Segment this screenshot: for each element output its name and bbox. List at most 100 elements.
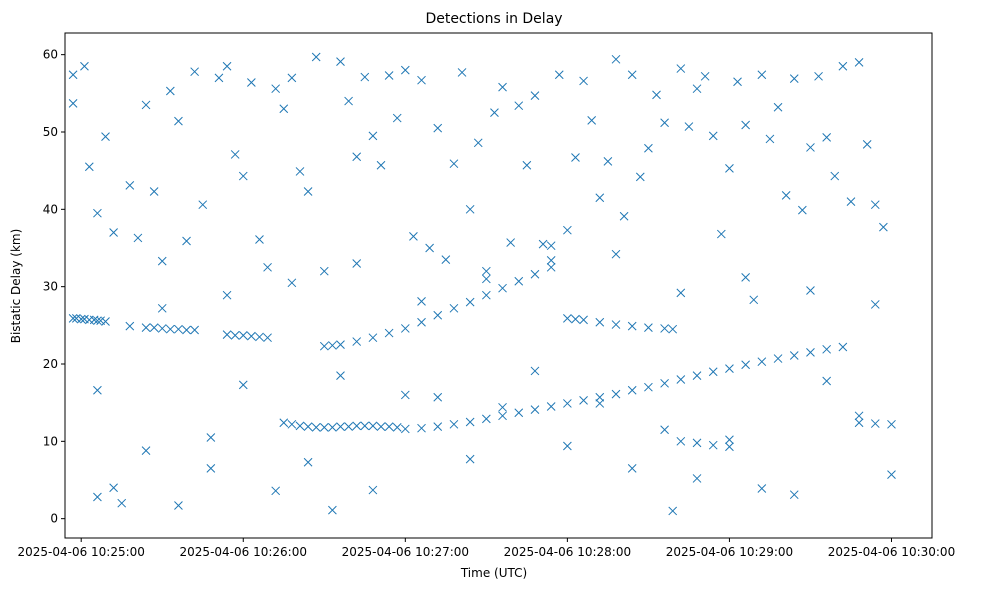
y-tick-label: 20 <box>43 357 58 371</box>
data-point-marker <box>822 133 832 142</box>
data-point-marker <box>870 300 880 309</box>
data-point-marker <box>530 91 540 100</box>
data-point-marker <box>117 498 127 508</box>
data-point-marker <box>611 54 621 64</box>
data-point-marker <box>84 162 94 172</box>
data-point-marker <box>360 421 370 431</box>
data-point-marker <box>546 402 556 411</box>
data-point-marker <box>481 274 491 284</box>
data-point-marker <box>125 321 135 331</box>
data-point-marker <box>319 423 329 432</box>
data-point-marker <box>692 438 702 448</box>
data-point-marker <box>611 389 621 399</box>
y-tick-label: 30 <box>43 280 58 294</box>
data-point-marker <box>644 382 653 392</box>
data-point-marker <box>676 375 686 384</box>
data-point-marker <box>603 157 613 166</box>
data-point-marker <box>109 228 118 237</box>
data-point-marker <box>668 506 678 516</box>
data-point-marker <box>660 378 669 388</box>
data-point-marker <box>433 422 443 431</box>
data-point-marker <box>660 425 669 435</box>
data-point-marker <box>336 422 345 431</box>
data-point-marker <box>571 314 580 324</box>
data-point-marker <box>854 58 864 67</box>
chart-title: Detections in Delay <box>425 11 562 27</box>
data-point-marker <box>692 84 702 94</box>
data-point-marker <box>822 344 832 354</box>
data-point-marker <box>344 422 353 431</box>
data-point-marker <box>328 505 337 515</box>
data-point-marker <box>68 99 78 108</box>
data-point-marker <box>433 123 443 133</box>
data-point-marker <box>635 172 645 182</box>
data-point-marker <box>530 405 540 414</box>
data-point-marker <box>157 256 167 266</box>
data-point-marker <box>789 74 799 83</box>
data-point-marker <box>530 269 540 279</box>
data-point-marker <box>76 314 86 324</box>
data-point-marker <box>101 317 110 326</box>
data-point-marker <box>101 132 110 141</box>
data-point-marker <box>546 262 556 272</box>
data-point-marker <box>725 435 734 445</box>
data-point-marker <box>522 160 532 170</box>
data-point-marker <box>311 423 321 432</box>
data-point-marker <box>360 72 370 82</box>
data-point-marker <box>627 464 637 473</box>
data-point-marker <box>93 385 102 395</box>
data-point-marker <box>457 68 467 77</box>
data-point-marker <box>109 483 118 493</box>
data-point-marker <box>879 222 888 232</box>
data-point-marker <box>93 316 102 326</box>
data-point-marker <box>328 423 337 432</box>
data-point-marker <box>595 193 605 203</box>
data-point-marker <box>571 153 580 162</box>
data-point-marker <box>676 436 686 446</box>
data-point-marker <box>579 315 588 325</box>
data-point-marker <box>303 457 313 467</box>
data-point-marker <box>700 71 710 81</box>
data-point-marker <box>222 330 232 339</box>
data-point-marker <box>68 314 78 323</box>
data-point-marker <box>182 325 191 335</box>
data-point-marker <box>125 180 135 190</box>
data-point-marker <box>238 380 248 390</box>
data-point-marker <box>255 332 264 342</box>
data-point-marker <box>392 113 402 123</box>
data-point-marker <box>263 333 272 343</box>
data-point-marker <box>441 255 451 264</box>
data-point-marker <box>279 418 289 428</box>
data-point-marker <box>336 57 345 66</box>
data-point-marker <box>384 71 394 80</box>
data-point-marker <box>157 303 167 313</box>
data-point-marker <box>725 442 734 452</box>
data-point-marker <box>757 484 767 493</box>
data-point-marker <box>417 75 426 85</box>
data-point-marker <box>838 342 848 352</box>
data-point-marker <box>433 310 443 320</box>
data-point-marker <box>716 229 726 239</box>
data-point-marker <box>433 392 443 402</box>
data-point-marker <box>708 440 718 450</box>
data-point-marker <box>303 422 313 431</box>
data-point-marker <box>384 422 394 431</box>
data-point-marker <box>311 52 321 62</box>
data-point-marker <box>498 283 507 293</box>
data-point-marker <box>141 446 151 455</box>
data-point-marker <box>498 402 507 412</box>
data-point-marker <box>563 314 572 323</box>
data-point-marker <box>449 159 459 169</box>
data-point-marker <box>498 411 507 421</box>
data-point-marker <box>757 70 767 80</box>
x-tick-label: 2025-04-06 10:25:00 <box>17 545 144 559</box>
data-point-marker <box>481 266 491 276</box>
data-point-marker <box>93 208 102 218</box>
data-point-marker <box>619 211 629 221</box>
data-point-marker <box>741 120 750 130</box>
data-point-marker <box>279 104 289 114</box>
data-point-marker <box>417 297 426 306</box>
data-point-marker <box>400 424 410 434</box>
data-point-marker <box>692 474 702 483</box>
data-point-marker <box>141 100 151 110</box>
